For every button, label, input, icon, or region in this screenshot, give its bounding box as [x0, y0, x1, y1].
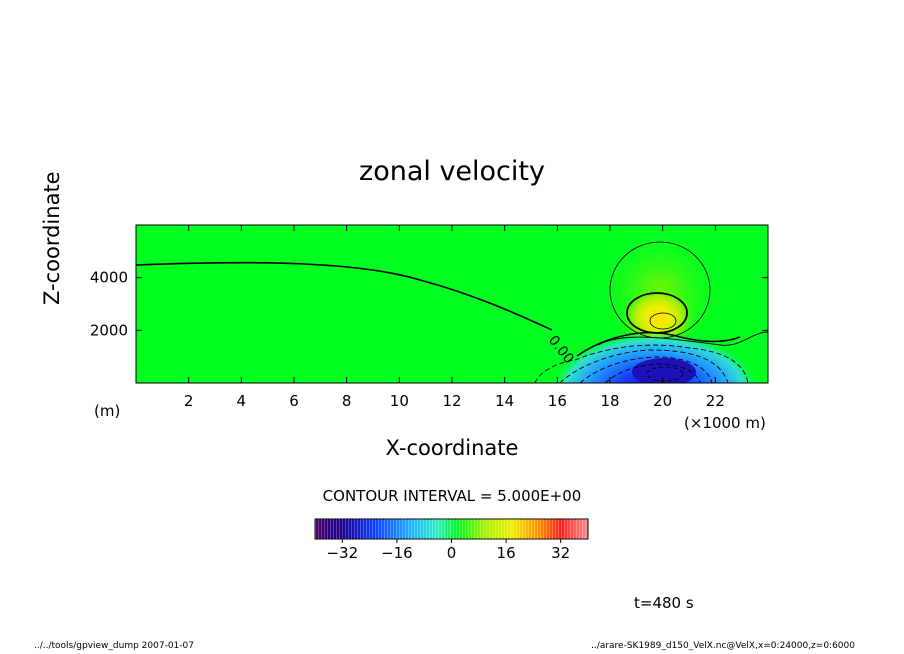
negative-contour-2 — [559, 349, 729, 383]
negative-contour-3 — [579, 356, 713, 383]
x-tick-label: 4 — [237, 392, 247, 410]
x-tick-label: 6 — [289, 392, 299, 410]
x-tick-label: 14 — [495, 392, 514, 410]
negative-contour-4 — [604, 363, 701, 383]
negative-core — [632, 358, 696, 383]
chart-title: zonal velocity — [359, 156, 545, 187]
x-tick-label: 18 — [600, 392, 619, 410]
zero-contour — [136, 261, 741, 357]
negative-contour-1 — [534, 344, 749, 383]
footer-right: ../arare-SK1989_d150_VelX.nc@VelX,x=0:24… — [591, 641, 855, 651]
negative-region — [550, 320, 760, 383]
x-tick-label: 8 — [342, 392, 352, 410]
positive-contour-inner — [649, 312, 677, 330]
x-tick-label: 22 — [706, 392, 725, 410]
x-axis-label: X-coordinate — [385, 436, 519, 460]
x-tick-label: 10 — [390, 392, 409, 410]
x-tick-label: 12 — [442, 392, 461, 410]
colorbar-tick-label: 32 — [551, 544, 570, 562]
colorbar-tick-label: −16 — [381, 544, 413, 562]
x-tick-label: 20 — [653, 392, 672, 410]
x-unit-note: (×1000 m) — [684, 414, 766, 432]
colorbar-tick-label: 0 — [447, 544, 457, 562]
y-unit-note: (m) — [94, 402, 121, 420]
negative-contour-5 — [646, 366, 684, 382]
colorbar-tick-label: −32 — [326, 544, 358, 562]
x-tick-label: 2 — [184, 392, 194, 410]
contour-interval-note: CONTOUR INTERVAL = 5.000E+00 — [322, 487, 582, 505]
colorbar-tick-label: 16 — [497, 544, 516, 562]
x-axis-ticks: 2 4 6 8 10 12 14 16 18 20 22 — [184, 225, 725, 410]
footer-left: ../../tools/gpview_dump 2007-01-07 — [34, 641, 194, 651]
x-tick-label: 16 — [548, 392, 567, 410]
time-label: t=480 s — [634, 594, 694, 612]
y-tick-label: 4000 — [90, 269, 128, 287]
y-axis-ticks: 2000 4000 — [90, 269, 768, 339]
positive-contour-lower — [597, 331, 768, 346]
colorbar-ticks: −32 −16 0 16 32 — [326, 539, 570, 562]
y-axis-label: Z-coordinate — [40, 171, 64, 305]
colorbar-stripes — [315, 519, 588, 539]
y-tick-label: 2000 — [90, 321, 128, 339]
